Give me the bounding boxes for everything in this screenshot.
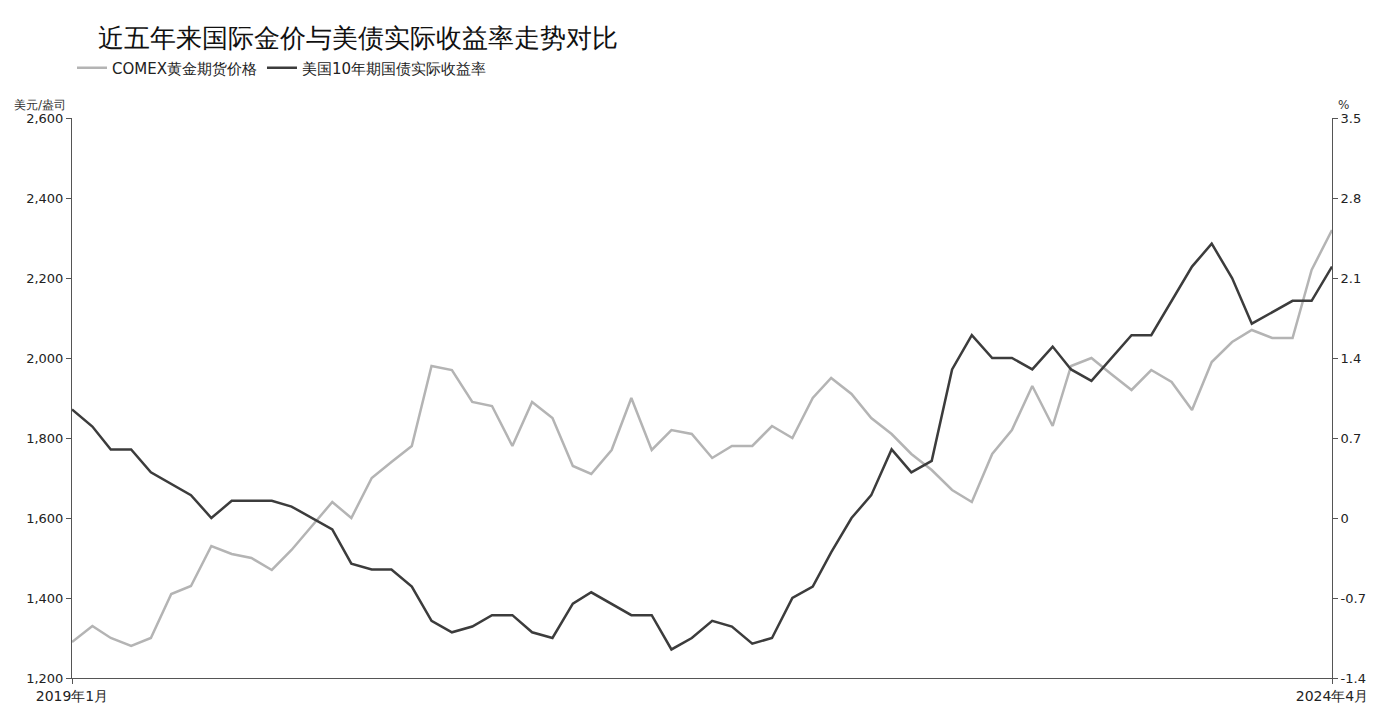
svg-text:0.7: 0.7 — [1341, 431, 1362, 446]
svg-text:2,400: 2,400 — [26, 191, 63, 206]
svg-text:2,600: 2,600 — [26, 111, 63, 126]
svg-text:1,800: 1,800 — [26, 431, 63, 446]
svg-text:-1.4: -1.4 — [1341, 671, 1366, 686]
svg-text:2024年4月: 2024年4月 — [1296, 688, 1369, 704]
svg-text:1,200: 1,200 — [26, 671, 63, 686]
svg-text:-0.7: -0.7 — [1341, 591, 1366, 606]
svg-text:%: % — [1338, 98, 1349, 112]
svg-text:COMEX黄金期货价格: COMEX黄金期货价格 — [112, 60, 257, 78]
svg-text:1,600: 1,600 — [26, 511, 63, 526]
svg-text:2,000: 2,000 — [26, 351, 63, 366]
svg-text:2.1: 2.1 — [1341, 271, 1362, 286]
svg-text:1.4: 1.4 — [1341, 351, 1362, 366]
svg-text:3.5: 3.5 — [1341, 111, 1362, 126]
svg-text:2019年1月: 2019年1月 — [36, 688, 109, 704]
svg-text:1,400: 1,400 — [26, 591, 63, 606]
svg-text:0: 0 — [1341, 511, 1349, 526]
svg-text:2.8: 2.8 — [1341, 191, 1362, 206]
svg-text:美国10年期国债实际收益率: 美国10年期国债实际收益率 — [302, 60, 486, 78]
svg-text:美元/盎司: 美元/盎司 — [14, 98, 66, 112]
svg-text:近五年来国际金价与美债实际收益率走势对比: 近五年来国际金价与美债实际收益率走势对比 — [98, 23, 618, 53]
svg-text:2,200: 2,200 — [26, 271, 63, 286]
